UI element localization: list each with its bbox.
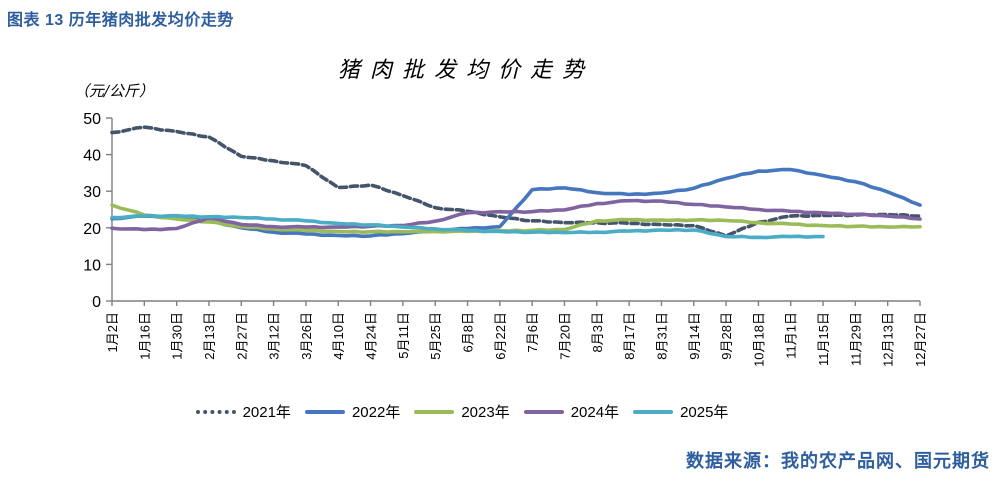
legend-item-2021年: 2021年 — [195, 401, 291, 422]
x-tick-label: 10月18日 — [751, 312, 766, 367]
series-line-2024年 — [110, 198, 922, 232]
y-tick-label: 40 — [83, 148, 101, 165]
x-tick-label: 4月10日 — [331, 312, 346, 360]
data-source: 数据来源：我的农产品网、国元期货 — [686, 451, 990, 471]
x-tick-label: 2月13日 — [202, 312, 217, 360]
x-tick-label: 3月12日 — [267, 312, 282, 360]
legend-marker-2025年 — [633, 409, 674, 414]
y-tick-label: 10 — [83, 257, 101, 274]
x-tick-label: 9月14日 — [687, 312, 702, 360]
x-tick-label: 8月17日 — [622, 312, 637, 360]
legend-item-2023年: 2023年 — [414, 401, 510, 422]
legend-label: 2023年 — [461, 404, 510, 421]
legend-item-2024年: 2024年 — [523, 401, 620, 422]
legend-marker-2022年 — [304, 409, 345, 414]
y-tick-label: 20 — [83, 221, 101, 238]
x-tick-label: 9月28日 — [719, 312, 734, 360]
x-tick-label: 11月1日 — [784, 312, 799, 359]
x-tick-label: 11月29日 — [848, 312, 863, 366]
x-tick-label: 11月15日 — [816, 312, 831, 366]
legend-marker-2023年 — [414, 409, 455, 414]
x-tick-label: 6月22日 — [493, 312, 508, 360]
legend-label: 2021年 — [242, 404, 291, 421]
legend-label: 2022年 — [351, 404, 401, 421]
x-tick-label: 1月2日 — [105, 312, 120, 352]
legend-item-2025年: 2025年 — [633, 401, 728, 422]
x-tick-label: 6月8日 — [461, 312, 476, 352]
x-tick-label: 8月31日 — [654, 312, 669, 360]
x-tick-label: 7月20日 — [557, 312, 572, 360]
y-tick-label: 30 — [83, 184, 101, 201]
line-chart: 0 10 20 30 40 50 1月2日 1月16日 1月30日 2月13日 2月27日 3月12日… — [83, 111, 928, 367]
x-tick-label: 5月25日 — [428, 312, 443, 360]
legend-marker-2021年 — [195, 409, 236, 414]
x-tick-label: 1月30日 — [170, 312, 185, 360]
x-tick-label: 3月26日 — [299, 312, 314, 360]
x-tick-label: 4月24日 — [364, 312, 379, 360]
series-line-2021年 — [110, 125, 922, 238]
x-tick-label: 12月27日 — [913, 312, 928, 367]
y-axis-unit-label: （元/公斤） — [74, 82, 155, 100]
x-tick-label: 7月6日 — [525, 312, 540, 352]
x-tick-label: 12月13日 — [881, 312, 896, 367]
legend-item-2022年: 2022年 — [304, 401, 401, 422]
x-tick-label: 5月11日 — [396, 312, 411, 359]
legend: 2021年 2022年 2023年 2024年 2025年 — [58, 401, 866, 422]
x-tick-label: 8月3日 — [590, 312, 605, 352]
x-tick-label: 2月27日 — [234, 312, 249, 360]
y-tick-label: 50 — [83, 111, 101, 128]
chart-title: 猪肉批发均价走势 — [337, 58, 594, 83]
legend-marker-2024年 — [523, 409, 564, 414]
x-tick-label: 1月16日 — [137, 312, 152, 360]
series-line-2025年 — [110, 213, 825, 240]
legend-label: 2025年 — [680, 404, 729, 421]
legend-label: 2024年 — [570, 404, 620, 421]
y-tick-label: 0 — [92, 294, 101, 311]
figure-caption: 图表 13 历年猪肉批发均价走势 — [7, 12, 234, 29]
